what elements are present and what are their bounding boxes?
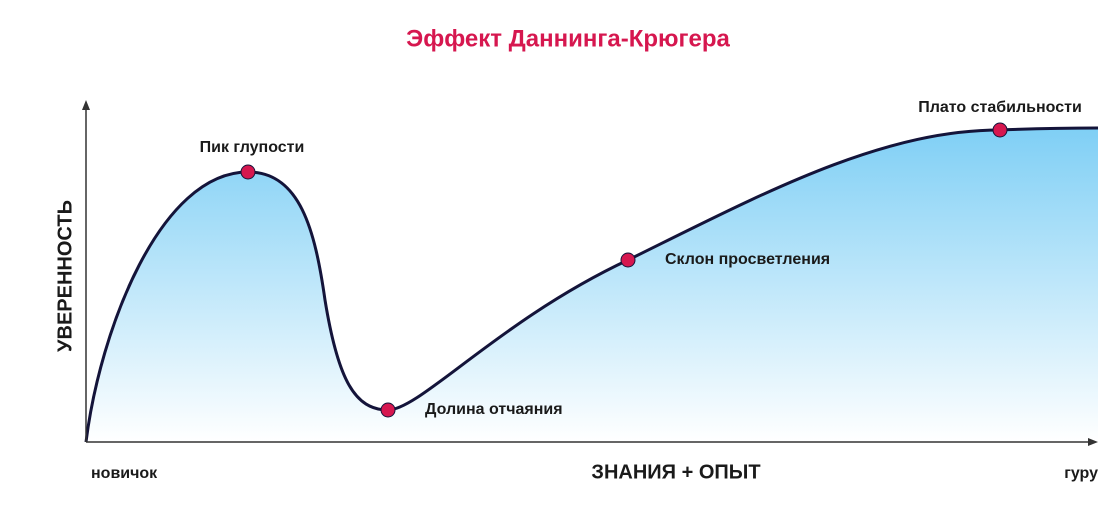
point (992, 122, 1008, 138)
point-label: Долина отчаяния (425, 401, 563, 418)
point (380, 402, 396, 418)
curve-area (86, 128, 1098, 442)
point-label: Пик глупости (200, 139, 305, 156)
x-start-label: новичок (91, 465, 158, 482)
x-axis-arrow (1088, 438, 1098, 446)
y-axis-arrow (82, 100, 90, 110)
title: Эффект Даннинга-Крюгера (406, 25, 730, 52)
point (620, 252, 636, 268)
point-label: Склон просветления (665, 251, 830, 268)
x-end-label: гуру (1064, 465, 1098, 482)
point (240, 164, 256, 180)
point-label: Плато стабильности (918, 99, 1082, 116)
y-axis-label: УВЕРЕННОСТЬ (54, 200, 76, 352)
x-axis-label: ЗНАНИЯ + ОПЫТ (591, 461, 760, 483)
